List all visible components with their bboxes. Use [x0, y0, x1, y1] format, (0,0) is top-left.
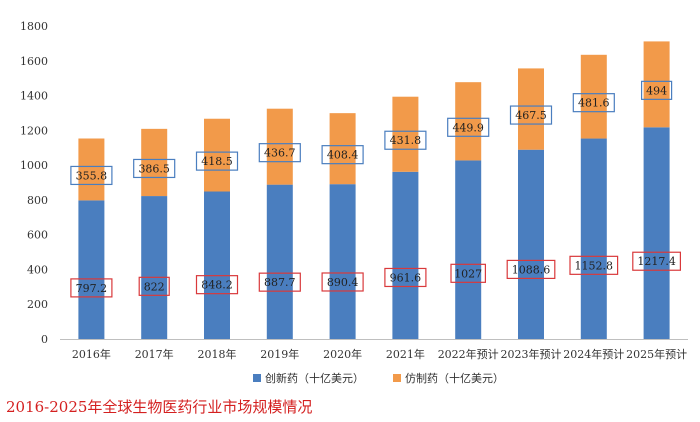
bar-generic-drug: [580, 54, 607, 139]
data-label-innovative: 1152.8: [575, 259, 614, 272]
chart-caption: 2016-2025年全球生物医药行业市场规模情况: [6, 398, 313, 416]
bar-generic-drug: [78, 138, 105, 201]
bar-generic-drug: [643, 41, 670, 128]
legend-swatch-innovative: [253, 374, 261, 382]
data-label-innovative: 848.2: [201, 279, 233, 292]
data-label-box-generic: [572, 93, 615, 113]
bar-innovative-drug: [266, 184, 293, 339]
bar-innovative-drug: [204, 191, 230, 339]
bar-generic-drug: [518, 68, 544, 150]
y-tick-label: 0: [41, 333, 48, 346]
legend-label-innovative: 创新药（十亿美元）: [265, 371, 364, 385]
y-tick-label: 1600: [20, 55, 48, 68]
x-tick-label: 2020年: [323, 347, 362, 361]
data-label-box-generic: [258, 143, 301, 163]
y-axis: 0 200 400 600 800 1000 1200 1400 1600 1800: [20, 20, 688, 346]
y-tick-label: 600: [27, 229, 48, 242]
data-label-box-innovative: [195, 275, 239, 295]
bar-innovative-drug: [141, 196, 168, 339]
data-label-box-generic: [509, 105, 553, 125]
data-label-generic: 418.5: [201, 155, 233, 168]
legend-swatch-generic: [393, 374, 401, 382]
bar-innovative-drug: [580, 138, 607, 339]
bars: 797.2 355.8 822 386.5 848.2 418.5 887.7 436.7 89…: [70, 41, 681, 339]
data-label-box-generic: [321, 145, 364, 165]
data-label-box-generic: [133, 158, 176, 179]
data-label-box-innovative: [506, 259, 556, 280]
data-label-generic: 449.9: [452, 121, 484, 134]
x-tick-label: 2018年: [198, 347, 237, 361]
data-label-generic: 386.5: [138, 162, 170, 175]
x-axis-labels: 2016年 2017年 2018年 2019年 2020年 2021年 2022年预计 202…: [72, 347, 687, 361]
data-label-innovative: 1088.6: [512, 263, 551, 276]
data-label-generic: 355.8: [76, 169, 108, 182]
bar-generic-drug: [204, 118, 230, 192]
x-tick-label: 2016年: [72, 347, 111, 361]
legend: 创新药（十亿美元） 仿制药（十亿美元）: [253, 371, 504, 385]
x-tick-label: 2023年预计: [501, 347, 562, 361]
data-label-innovative: 822: [144, 280, 165, 293]
bar-innovative-drug: [392, 171, 419, 339]
bar-generic-drug: [329, 113, 356, 185]
data-label-generic: 431.8: [390, 134, 422, 147]
data-label-innovative: 887.7: [264, 276, 296, 289]
bar-innovative-drug: [455, 160, 482, 339]
data-label-generic: 481.6: [578, 97, 610, 110]
legend-label-generic: 仿制药（十亿美元）: [405, 371, 504, 385]
data-label-box-innovative: [321, 272, 364, 292]
x-tick-label: 2024年预计: [563, 347, 624, 361]
bar-innovative-drug: [643, 127, 670, 339]
bar-innovative-drug: [78, 200, 105, 339]
data-label-innovative: 961.6: [390, 271, 422, 284]
data-label-innovative: 1027: [454, 267, 482, 280]
x-tick-label: 2021年: [386, 347, 425, 361]
bar-innovative-drug: [518, 149, 544, 339]
y-tick-label: 1200: [20, 124, 48, 137]
data-label-generic: 494: [646, 84, 667, 97]
data-label-box-generic: [384, 130, 427, 150]
data-label-box-generic: [640, 80, 673, 100]
x-tick-label: 2019年: [260, 347, 299, 361]
bar-innovative-drug: [329, 184, 356, 339]
data-label-innovative: 797.2: [76, 282, 108, 295]
x-tick-label: 2017年: [135, 347, 174, 361]
data-label-box-innovative: [138, 276, 170, 296]
data-label-generic: 467.5: [515, 109, 547, 122]
y-tick-label: 200: [27, 298, 48, 311]
y-tick-label: 1000: [20, 159, 48, 172]
data-label-innovative: 1217.4: [637, 255, 676, 268]
data-label-generic: 408.4: [327, 149, 359, 162]
data-label-box-innovative: [258, 272, 301, 292]
data-label-box-innovative: [632, 251, 681, 271]
y-tick-label: 400: [27, 263, 48, 276]
data-label-box-innovative: [569, 255, 619, 275]
data-label-box-generic: [195, 151, 239, 171]
data-label-box-innovative: [384, 267, 427, 288]
x-tick-label: 2022年预计: [438, 347, 499, 361]
data-label-innovative: 890.4: [327, 276, 359, 289]
y-tick-label: 800: [27, 194, 48, 207]
y-tick-label: 1400: [20, 90, 48, 103]
bar-generic-drug: [266, 108, 293, 185]
x-tick-label: 2025年预计: [626, 347, 687, 361]
bar-generic-drug: [392, 96, 419, 172]
y-tick-label: 1800: [20, 20, 48, 33]
data-label-box-innovative: [70, 278, 113, 298]
chart: 0 200 400 600 800 1000 1200 1400 1600 1800 797.2 3…: [20, 20, 688, 385]
data-label-generic: 436.7: [264, 147, 296, 160]
data-label-box-innovative: [450, 263, 487, 283]
bar-generic-drug: [141, 128, 168, 197]
bar-generic-drug: [455, 82, 482, 161]
data-label-box-generic: [447, 117, 490, 137]
data-label-box-generic: [70, 165, 113, 186]
